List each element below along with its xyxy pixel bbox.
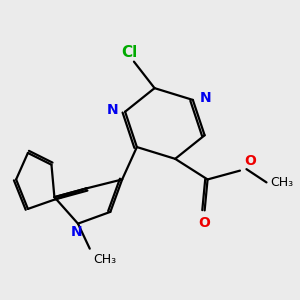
Text: N: N [71,225,82,239]
Text: O: O [199,216,211,230]
Text: N: N [107,103,118,117]
Text: N: N [199,92,211,106]
Text: CH₃: CH₃ [93,253,116,266]
Text: Cl: Cl [122,45,138,60]
Text: O: O [244,154,256,168]
Text: CH₃: CH₃ [270,176,293,189]
